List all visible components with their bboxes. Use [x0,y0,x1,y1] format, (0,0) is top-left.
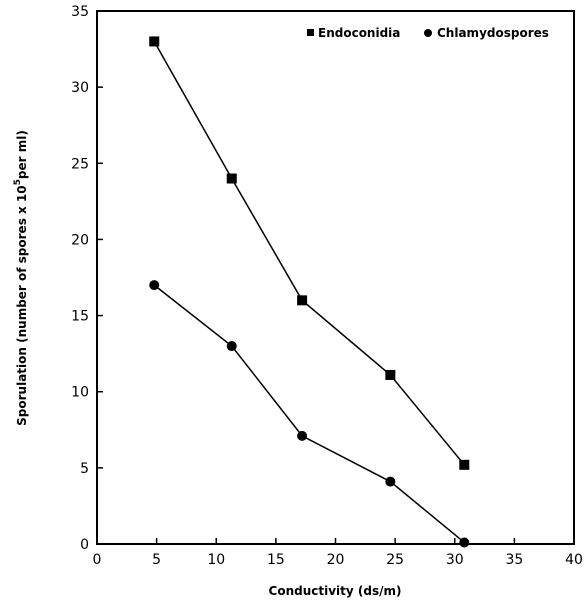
data-point-endoconidia [226,173,237,184]
data-point-chlamydospores [297,430,308,441]
data-point-chlamydospores [226,341,237,352]
legend: Endoconidia Chlamydospores [307,26,549,40]
x-tick-label: 20 [327,552,345,568]
x-tick-label: 40 [565,552,583,568]
x-axis-title: Conductivity (ds/m) [269,584,402,598]
plot-frame [96,10,575,545]
data-point-chlamydospores [385,476,396,487]
data-point-chlamydospores [149,280,160,291]
y-tick-label: 0 [80,537,89,553]
y-tick-label: 30 [71,80,89,96]
series-layer [149,36,470,548]
data-point-endoconidia [297,295,308,306]
series-line-endoconidia [153,41,465,466]
legend-label-series-0: Endoconidia [318,26,400,40]
legend-marker-circle [424,29,432,37]
y-axis-title-tail: per ml) [15,130,29,179]
series-line-chlamydospores [153,284,465,544]
data-point-chlamydospores [459,537,470,548]
y-tick-label: 15 [71,309,89,325]
x-tick-label: 10 [207,552,225,568]
y-tick-label: 20 [71,232,89,248]
x-tick-label: 25 [386,552,404,568]
data-point-endoconidia [385,369,396,380]
y-axis: 0 5 10 15 20 25 30 35 [71,4,103,553]
y-tick-label: 10 [71,385,89,401]
legend-marker-square [307,29,314,36]
x-tick-label: 35 [505,552,523,568]
y-axis-title-exponent: 5 [13,179,23,185]
legend-label-series-1: Chlamydospores [437,26,549,40]
y-tick-label: 25 [71,156,89,172]
x-axis: 0 5 10 15 20 25 30 35 40 [93,538,583,568]
x-tick-label: 30 [446,552,464,568]
x-tick-label: 0 [93,552,102,568]
data-point-endoconidia [459,459,470,470]
y-tick-label: 35 [71,4,89,20]
y-tick-label: 5 [80,461,89,477]
y-axis-title: Sporulation (number of spores x 105per m… [13,130,29,426]
x-tick-label: 5 [152,552,161,568]
y-axis-title-main: Sporulation (number of spores x 10 [15,185,29,425]
data-point-endoconidia [149,36,160,47]
x-tick-label: 15 [267,552,285,568]
